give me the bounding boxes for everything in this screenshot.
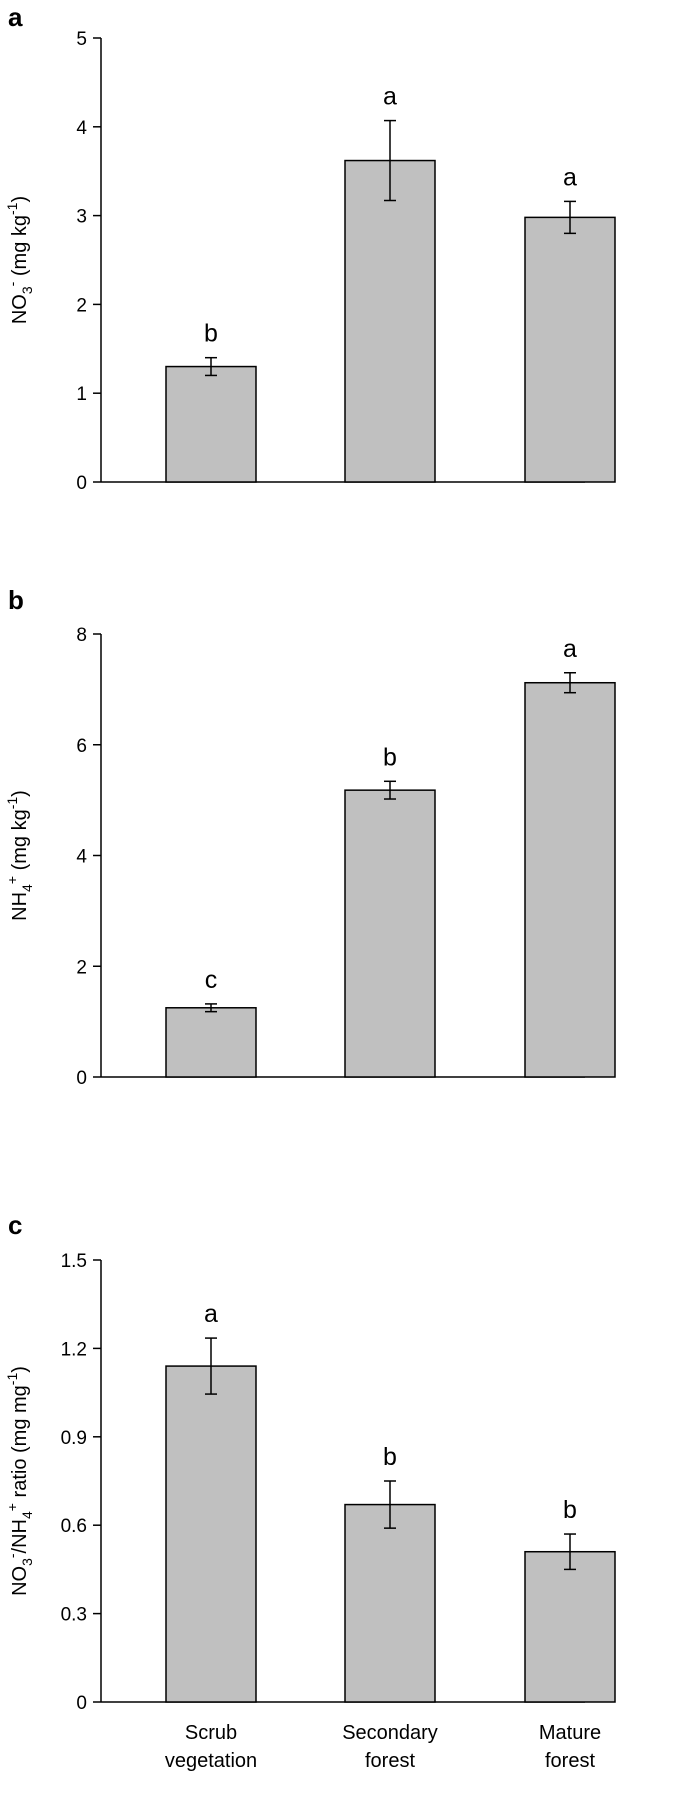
x-category-label: Mature: [539, 1722, 601, 1744]
panel-letter: a: [8, 2, 23, 32]
significance-label: a: [383, 83, 397, 111]
x-category-label: forest: [365, 1750, 415, 1772]
significance-label: a: [563, 163, 577, 191]
significance-label: a: [204, 1300, 218, 1328]
x-category-label: vegetation: [165, 1750, 257, 1772]
y-tick-label: 0.3: [61, 1605, 87, 1626]
y-axis-label: NH4+ (mg kg-1): [4, 790, 35, 921]
y-tick-label: 0.6: [61, 1516, 87, 1537]
y-tick-label: 1.5: [61, 1251, 87, 1272]
significance-label: b: [383, 1443, 397, 1471]
y-tick-label: 2: [76, 957, 87, 978]
x-category-label: Secondary: [342, 1722, 438, 1744]
bar: [524, 681, 616, 1078]
panel-a: a 0 1 2 3 4 5 NO3- (mg kg-1) b a a: [4, 2, 616, 494]
panel-letter: c: [8, 1210, 22, 1240]
x-category-label: forest: [545, 1750, 595, 1772]
y-tick-label: 0.9: [61, 1428, 87, 1449]
y-tick-label: 4: [76, 847, 87, 868]
x-category-label: Scrub: [185, 1722, 237, 1744]
panel-b: b 0 2 4 6 8 NH4+ (mg kg-1) c b a: [4, 585, 616, 1089]
y-tick-label: 8: [76, 625, 87, 646]
significance-label: b: [383, 743, 397, 771]
y-tick-label: 1.2: [61, 1339, 87, 1360]
bar: [344, 159, 436, 483]
y-tick-label: 0: [76, 1693, 87, 1714]
significance-label: b: [563, 1496, 577, 1524]
y-tick-label: 0: [76, 473, 87, 494]
panel-letter: b: [8, 585, 24, 615]
y-axis-label: NO3- (mg kg-1): [4, 196, 35, 324]
y-axis-label: NO3-/NH4+ ratio (mg mg-1): [4, 1366, 35, 1596]
bar: [344, 789, 436, 1078]
bar: [344, 1503, 436, 1703]
y-tick-label: 4: [76, 118, 87, 139]
bar: [524, 1550, 616, 1703]
significance-label: c: [205, 966, 218, 994]
bar: [165, 1007, 257, 1078]
y-tick-label: 5: [76, 29, 87, 50]
bar: [165, 1365, 257, 1703]
y-tick-label: 2: [76, 295, 87, 316]
bar: [524, 216, 616, 483]
significance-label: a: [563, 635, 577, 663]
bar: [165, 365, 257, 483]
significance-label: b: [204, 320, 218, 348]
panel-c: c 0 0.3 0.6 0.9 1.2 1.5 NO3-/NH4+ ratio (mg mg-…: [4, 1210, 616, 1772]
y-tick-label: 1: [76, 384, 87, 405]
y-tick-label: 6: [76, 736, 87, 757]
y-tick-label: 3: [76, 207, 87, 228]
y-tick-label: 0: [76, 1068, 87, 1089]
